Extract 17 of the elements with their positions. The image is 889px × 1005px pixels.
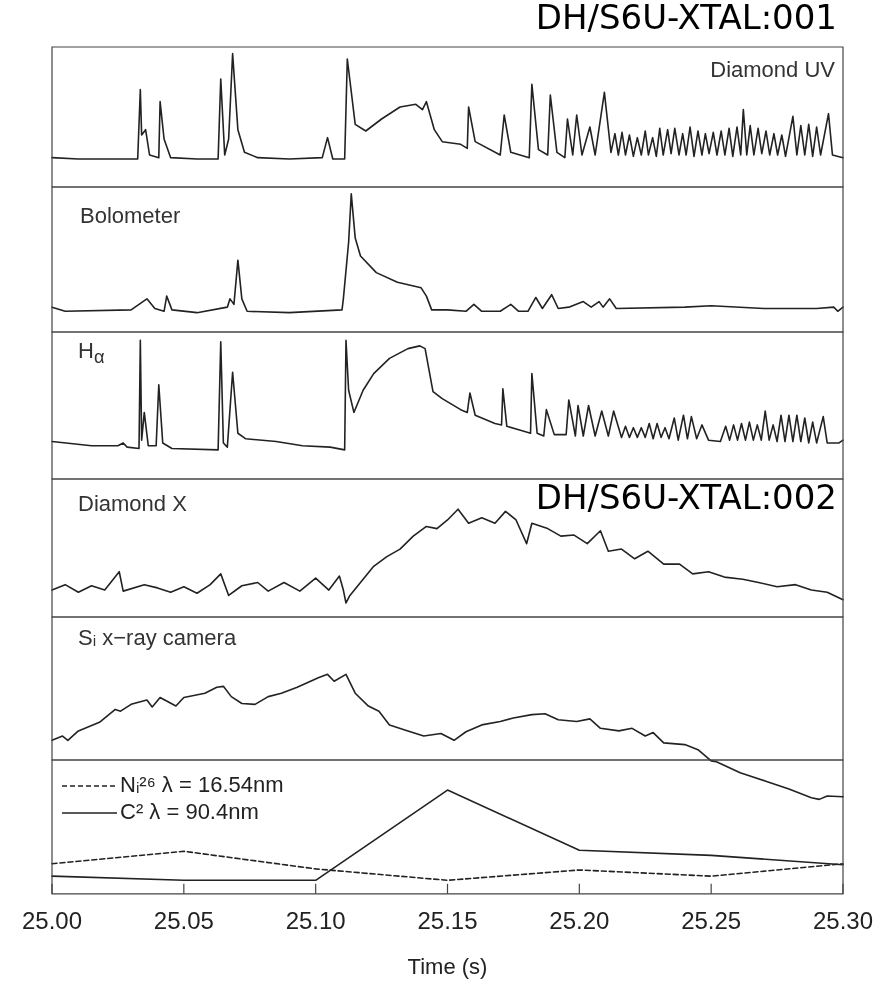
chart-title: Sᵢ x−ray camera: [78, 625, 237, 651]
annotation: DH/S6U-XTAL:002: [535, 477, 837, 517]
chart-title: Diamond X: [78, 491, 187, 517]
chart-title: Diamond UV: [710, 57, 835, 83]
chart-title: Bolometer: [80, 203, 181, 229]
text: DH/S6U-XTAL:001: [535, 0, 837, 37]
x-tick-label: 25.30: [812, 906, 874, 934]
x-tick-label: 25.15: [417, 906, 478, 934]
x-tick-label: 25.10: [285, 906, 346, 934]
x-tick-label: 25.00: [21, 906, 83, 934]
chart-title: H$_{α}$: [78, 338, 105, 369]
x-tick-label: 25.05: [153, 906, 214, 934]
legend-label: Nᵢ²⁶ λ = 16.54nm: [120, 772, 284, 798]
legend-label: C² λ = 90.4nm: [120, 799, 259, 825]
x-tick-label: 25.25: [681, 906, 742, 934]
x-tick-label: 25.20: [549, 906, 610, 934]
x-axis-title: Time (s): [407, 953, 488, 979]
